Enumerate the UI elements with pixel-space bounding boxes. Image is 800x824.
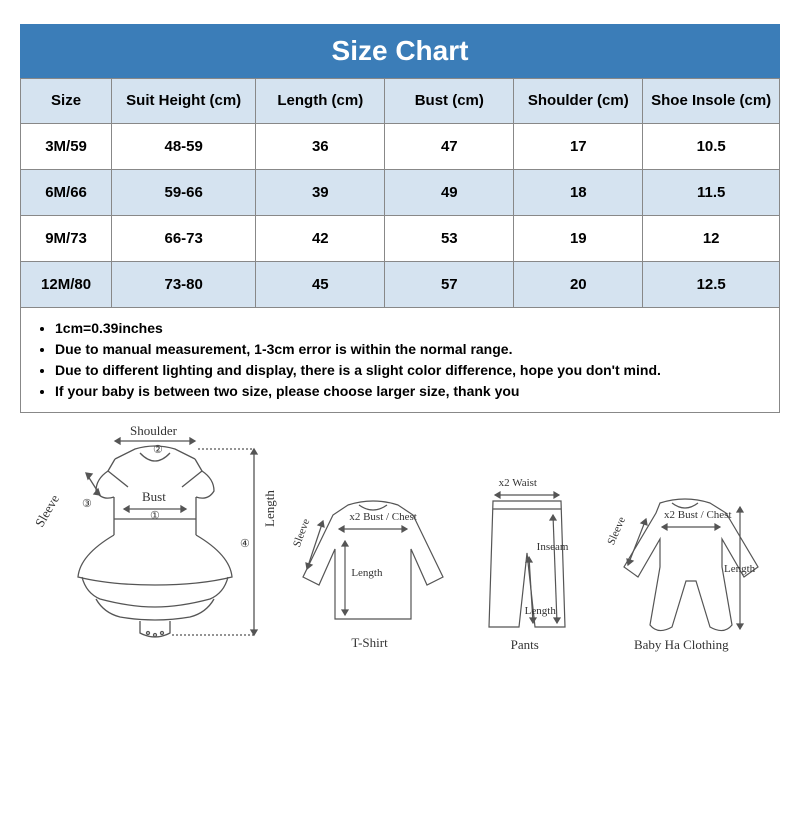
cell: 73-80 (112, 261, 256, 307)
tshirt-svg (293, 487, 453, 637)
title-bar: Size Chart (20, 24, 780, 78)
label-shoulder: Shoulder (130, 423, 177, 439)
label-length-num: ④ (240, 537, 250, 550)
cell: 45 (256, 261, 385, 307)
col-length: Length (cm) (256, 79, 385, 124)
col-suit-height: Suit Height (cm) (112, 79, 256, 124)
caption-onesie: Baby Ha Clothing (634, 637, 729, 653)
table-row: 9M/73 66-73 42 53 19 12 (21, 215, 780, 261)
diagram-tshirt: Sleeve x2 Bust / Chest Length T-Shirt (293, 487, 453, 657)
cell: 36 (256, 123, 385, 169)
cell: 12M/80 (21, 261, 112, 307)
cell: 10.5 (643, 123, 780, 169)
diagram-dress: Shoulder ② Sleeve ③ Bust ① Length ④ (30, 427, 280, 657)
label-pants-inseam: Inseam (537, 541, 569, 553)
caption-tshirt: T-Shirt (351, 635, 387, 651)
cell: 20 (514, 261, 643, 307)
diagrams-row: Shoulder ② Sleeve ③ Bust ① Length ④ (20, 427, 780, 657)
size-chart-container: Size Chart Size Suit Height (cm) Length … (20, 24, 780, 657)
col-size: Size (21, 79, 112, 124)
cell: 53 (385, 215, 514, 261)
table-row: 3M/59 48-59 36 47 17 10.5 (21, 123, 780, 169)
title-text: Size Chart (332, 35, 469, 66)
note-item: Due to different lighting and display, t… (55, 360, 765, 381)
label-sleeve-num: ③ (82, 497, 92, 510)
cell: 66-73 (112, 215, 256, 261)
table-row: 12M/80 73-80 45 57 20 12.5 (21, 261, 780, 307)
cell: 17 (514, 123, 643, 169)
cell: 9M/73 (21, 215, 112, 261)
size-table: Size Suit Height (cm) Length (cm) Bust (… (20, 78, 780, 308)
label-pants-length: Length (525, 605, 556, 617)
cell: 47 (385, 123, 514, 169)
table-row: 6M/66 59-66 39 49 18 11.5 (21, 169, 780, 215)
cell: 19 (514, 215, 643, 261)
col-shoulder: Shoulder (cm) (514, 79, 643, 124)
notes-box: 1cm=0.39inches Due to manual measurement… (20, 308, 780, 413)
note-item: If your baby is between two size, please… (55, 381, 765, 402)
diagram-pants: x2 Waist Inseam Length Pants (467, 487, 587, 657)
cell: 57 (385, 261, 514, 307)
label-bust-num: ① (150, 509, 160, 522)
label-onesie-bust: x2 Bust / Chest (664, 509, 732, 521)
label-onesie-length: Length (724, 563, 755, 575)
cell: 6M/66 (21, 169, 112, 215)
cell: 3M/59 (21, 123, 112, 169)
cell: 12 (643, 215, 780, 261)
label-tshirt-bust: x2 Bust / Chest (349, 511, 417, 523)
cell: 12.5 (643, 261, 780, 307)
table-header-row: Size Suit Height (cm) Length (cm) Bust (… (21, 79, 780, 124)
cell: 49 (385, 169, 514, 215)
label-tshirt-length: Length (351, 567, 382, 579)
note-item: Due to manual measurement, 1-3cm error i… (55, 339, 765, 360)
label-bust: Bust (142, 489, 166, 505)
cell: 39 (256, 169, 385, 215)
cell: 18 (514, 169, 643, 215)
cell: 11.5 (643, 169, 780, 215)
label-pants-waist: x2 Waist (499, 477, 537, 489)
label-shoulder-num: ② (153, 443, 163, 456)
cell: 42 (256, 215, 385, 261)
cell: 59-66 (112, 169, 256, 215)
note-item: 1cm=0.39inches (55, 318, 765, 339)
col-bust: Bust (cm) (385, 79, 514, 124)
diagram-onesie: Sleeve x2 Bust / Chest Length Baby Ha Cl… (600, 487, 770, 657)
col-shoe-insole: Shoe Insole (cm) (643, 79, 780, 124)
label-length: Length (262, 490, 278, 527)
cell: 48-59 (112, 123, 256, 169)
caption-pants: Pants (511, 637, 539, 653)
